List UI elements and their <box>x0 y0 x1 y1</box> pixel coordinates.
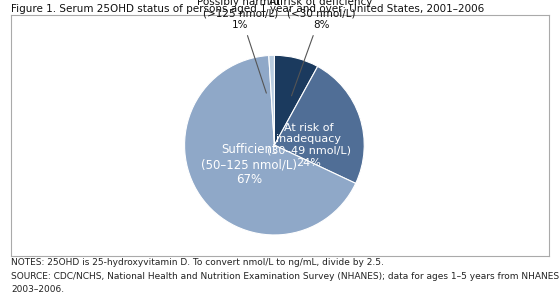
Text: Sufficient
(50–125 nmol/L)
67%: Sufficient (50–125 nmol/L) 67% <box>201 143 297 186</box>
Text: SOURCE: CDC/NCHS, National Health and Nutrition Examination Survey (NHANES); dat: SOURCE: CDC/NCHS, National Health and Nu… <box>11 272 559 281</box>
Text: Possibly harmful
(>125 nmol/L)
1%: Possibly harmful (>125 nmol/L) 1% <box>197 0 283 93</box>
Text: At risk of deficiency
(<30 nmol/L)
8%: At risk of deficiency (<30 nmol/L) 8% <box>269 0 373 96</box>
Wedge shape <box>274 55 318 145</box>
Text: 2003–2006.: 2003–2006. <box>11 285 64 294</box>
Text: NOTES: 25OHD is 25-hydroxyvitamin D. To convert nmol/L to ng/mL, divide by 2.5.: NOTES: 25OHD is 25-hydroxyvitamin D. To … <box>11 258 384 267</box>
Wedge shape <box>185 55 356 235</box>
Wedge shape <box>274 66 364 184</box>
Text: At risk of
inadequacy
(30–49 nmol/L)
24%: At risk of inadequacy (30–49 nmol/L) 24% <box>267 123 351 168</box>
Wedge shape <box>269 55 274 145</box>
Text: Figure 1. Serum 25OHD status of persons aged 1 year and over: United States, 200: Figure 1. Serum 25OHD status of persons … <box>11 4 484 15</box>
